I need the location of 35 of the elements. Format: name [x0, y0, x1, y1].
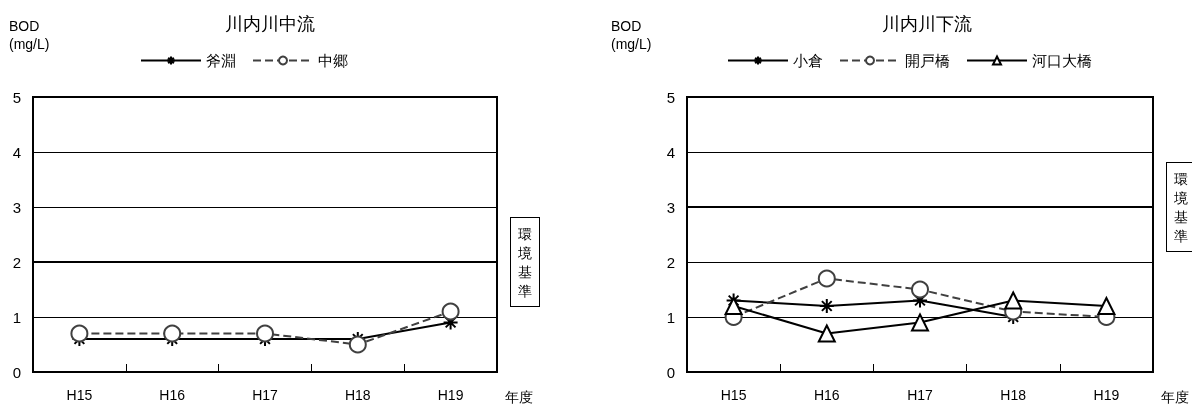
y-tick-label: 4 [12, 143, 21, 161]
chart-title: 川内川中流 [225, 14, 315, 34]
y-tick-label: 3 [666, 198, 675, 216]
y-tick-label: 5 [666, 88, 675, 106]
x-tick-label: H17 [907, 387, 934, 403]
legend-label: 河口大橋 [1032, 52, 1092, 69]
x-tick-label: H15 [720, 387, 747, 403]
legend-label: 小倉 [793, 52, 823, 69]
x-tick-label: H19 [437, 387, 464, 403]
y-tick-label: 2 [666, 253, 675, 271]
y-tick-label: 4 [666, 143, 675, 161]
ref-line-label: 環境基準 [517, 225, 532, 299]
y-tick-label: 1 [12, 308, 21, 326]
legend-label: 斧淵 [206, 52, 236, 69]
x-tick-label: H16 [813, 387, 840, 403]
legend-label: 開戸橋 [905, 52, 950, 69]
x-tick-label: H16 [159, 387, 186, 403]
y-tick-label: 2 [12, 253, 21, 271]
y-tick-label: 0 [12, 363, 21, 381]
x-tick-label: H17 [252, 387, 279, 403]
x-tick-label: H19 [1093, 387, 1120, 403]
y-tick-label: 3 [12, 198, 21, 216]
legend-label: 中郷 [318, 52, 348, 69]
x-axis-title: 年度 [505, 389, 533, 405]
x-axis-title: 年度 [1161, 389, 1189, 405]
y-axis-title: BOD (mg/L) [611, 18, 652, 52]
x-tick-label: H18 [344, 387, 371, 403]
x-tick-label: H18 [1000, 387, 1027, 403]
y-tick-label: 1 [666, 308, 675, 326]
ref-line-label: 環境基準 [1173, 170, 1188, 244]
y-axis-title: BOD (mg/L) [9, 18, 50, 52]
y-tick-label: 0 [666, 363, 675, 381]
x-tick-label: H15 [66, 387, 93, 403]
y-tick-label: 5 [12, 88, 21, 106]
chart-title: 川内川下流 [882, 14, 972, 34]
